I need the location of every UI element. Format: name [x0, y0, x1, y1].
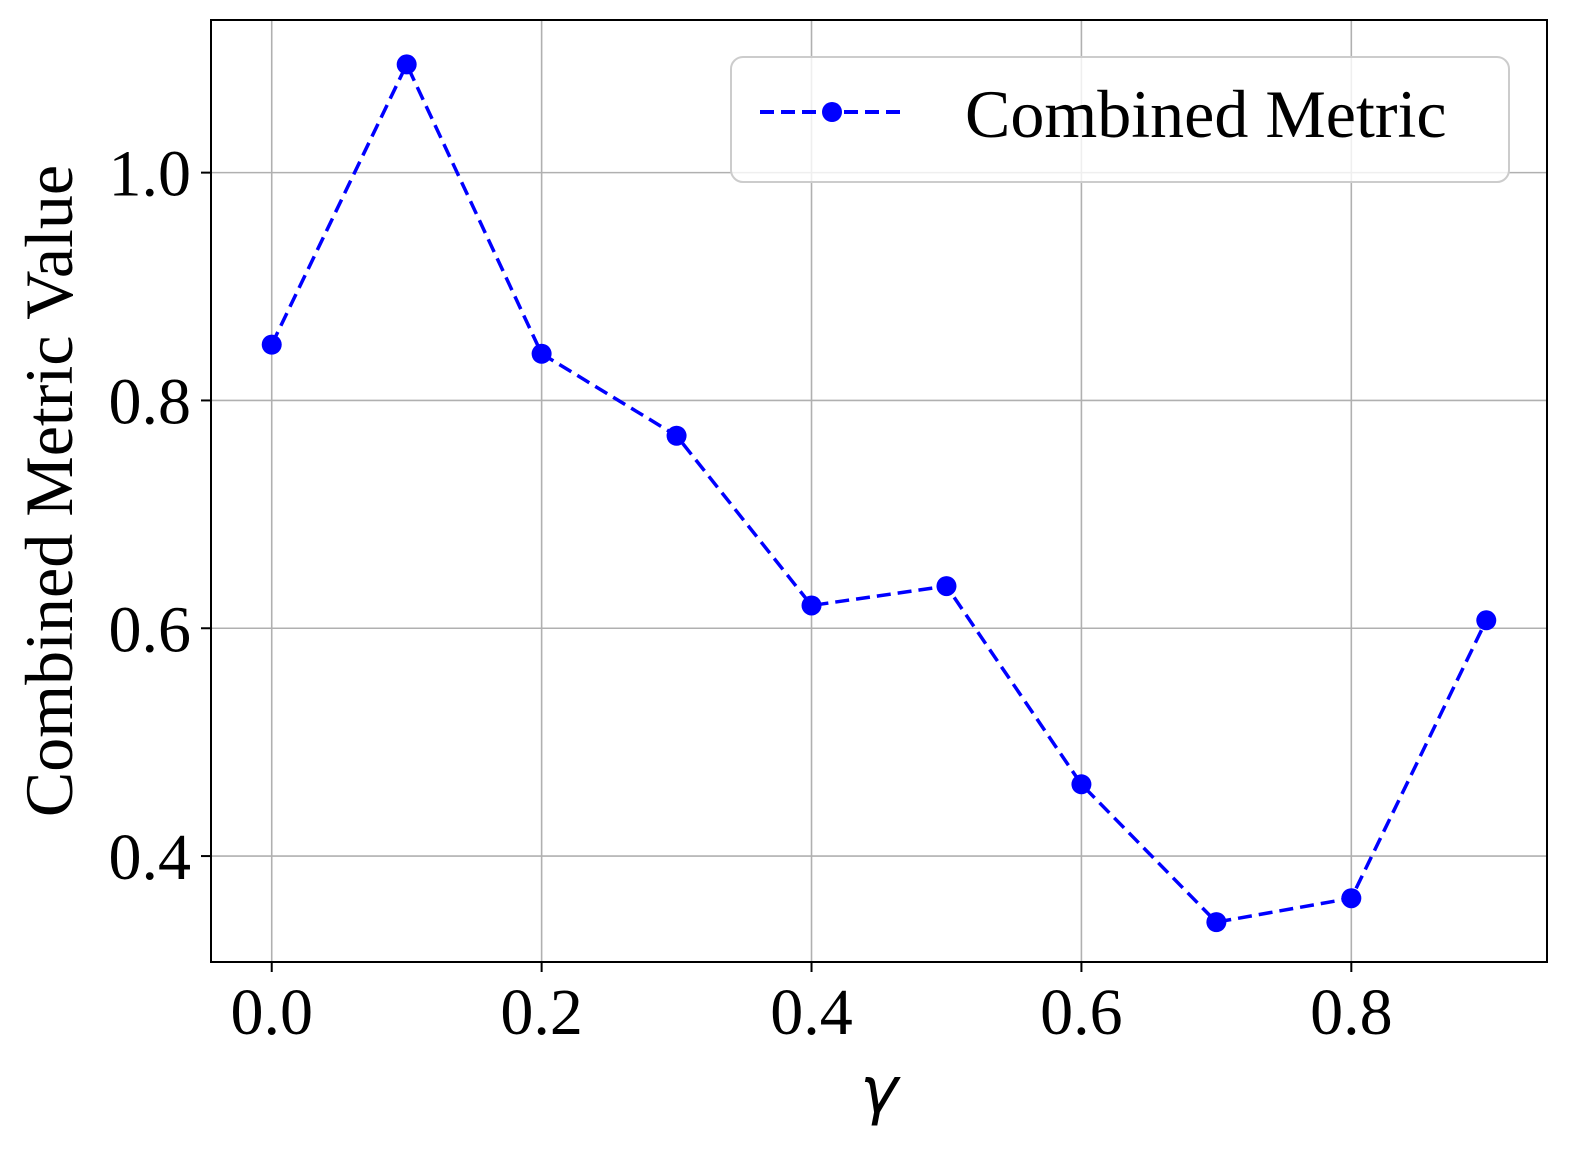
data-point	[1341, 888, 1362, 909]
x-axis-title: γ	[860, 1054, 901, 1128]
legend-label: Combined Metric	[965, 76, 1447, 152]
data-point	[531, 343, 552, 364]
data-point	[396, 54, 417, 75]
data-point	[936, 576, 957, 597]
x-tick-label: 0.2	[500, 976, 583, 1049]
y-tick-label: 1.0	[109, 138, 192, 211]
data-point	[1071, 774, 1092, 795]
x-tick-label: 0.8	[1310, 976, 1393, 1049]
plot-frame	[210, 19, 1548, 963]
legend-box	[730, 56, 1510, 183]
data-point	[801, 595, 822, 616]
series-line	[270, 60, 1488, 925]
y-tick-label: 0.4	[109, 821, 192, 894]
x-tick-label: 0.6	[1040, 976, 1123, 1049]
legend: Combined Metric	[730, 56, 1510, 183]
data-point	[261, 334, 282, 355]
y-axis-title: Combined Metric Value	[11, 165, 87, 817]
series-combined-metric	[261, 54, 1497, 933]
x-tick-label: 0.4	[770, 976, 853, 1049]
data-point	[1476, 610, 1497, 631]
y-tick-label: 0.6	[109, 593, 192, 666]
y-tick-label: 0.8	[109, 365, 192, 438]
x-tick-label: 0.0	[230, 976, 313, 1049]
axis-ticks: 0.0 0.2 0.4 0.6 0.8 0.4 0.6 0.8 1.0	[109, 138, 1393, 1049]
data-point	[666, 425, 687, 446]
data-point	[1206, 912, 1227, 933]
legend-marker	[822, 102, 842, 122]
